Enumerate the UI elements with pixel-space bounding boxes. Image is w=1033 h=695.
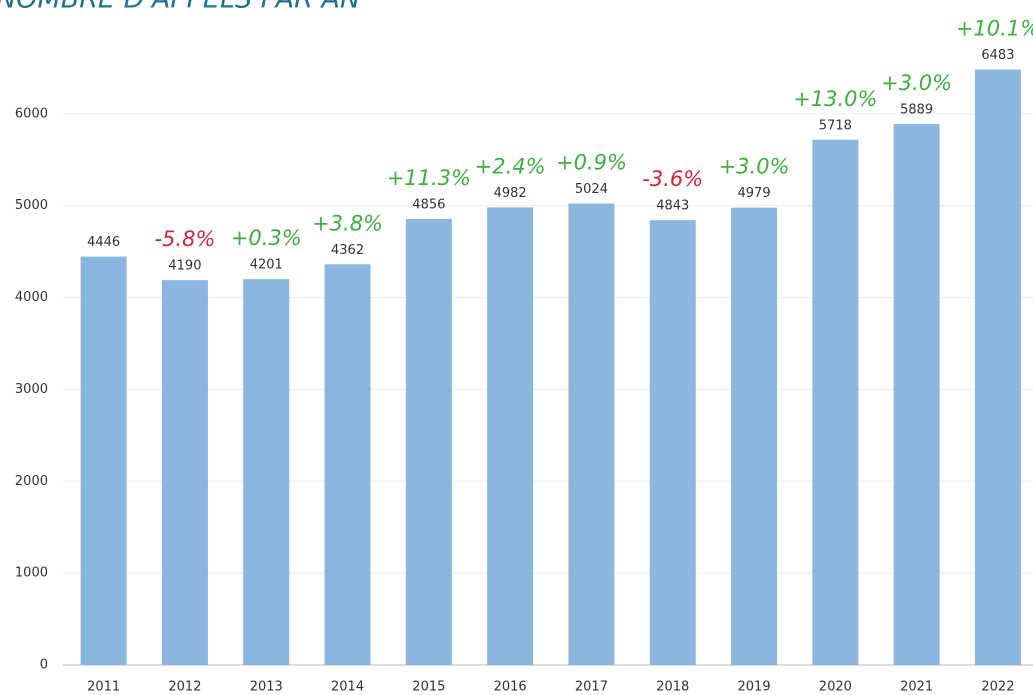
x-tick-label: 2018 [656,680,689,695]
x-tick-label: 2017 [575,680,608,695]
change-label: +2.4% [475,154,546,178]
x-tick-label: 2011 [87,680,120,695]
y-tick-label: 4000 [15,290,48,305]
bar [80,256,127,665]
value-label: 5889 [900,103,933,118]
value-label: 4190 [168,259,201,274]
value-label: 4446 [87,235,120,250]
change-label: +3.0% [719,155,790,179]
y-tick-label: 6000 [15,106,48,121]
value-label: 6483 [981,48,1014,63]
x-tick-label: 2013 [250,680,283,695]
bar [161,280,208,665]
bar [974,69,1021,666]
bar [568,203,615,666]
value-label: 5024 [575,182,608,197]
y-tick-label: 1000 [15,566,48,581]
change-label: +10.1% [956,16,1033,40]
value-label: 4201 [250,258,283,273]
x-tick-label: 2014 [331,680,364,695]
bar [405,218,452,665]
bar [243,279,290,665]
change-label: +0.9% [556,151,627,175]
y-tick-label: 3000 [15,382,48,397]
x-tick-label: 2022 [981,680,1014,695]
value-label: 4843 [656,199,689,214]
y-tick-label: 5000 [15,198,48,213]
y-tick-label: 0 [40,658,48,673]
value-label: 4856 [412,197,445,212]
x-tick-label: 2019 [738,680,771,695]
bar [731,207,778,665]
value-label: 4979 [738,186,771,201]
change-label: -5.8% [154,227,215,251]
x-tick-label: 2015 [412,680,445,695]
value-label: 4362 [331,243,364,258]
x-tick-label: 2016 [494,680,527,695]
x-tick-label: 2012 [168,680,201,695]
value-label: 4982 [494,186,527,201]
bar [649,220,696,665]
bar [487,207,534,665]
value-label: 5718 [819,118,852,133]
y-tick-label: 2000 [15,474,48,489]
change-label: +0.3% [231,226,302,250]
x-tick-label: 2021 [900,680,933,695]
bar [893,124,940,665]
x-tick-label: 2020 [819,680,852,695]
change-label: +11.3% [387,166,471,190]
change-label: +3.8% [312,211,383,235]
bar [812,139,859,665]
change-label: -3.6% [642,167,703,191]
chart-title: NOMBRE D'APPELS PAR AN [0,0,360,15]
change-label: +13.0% [793,87,877,111]
bar [324,264,371,665]
change-label: +3.0% [881,71,952,95]
